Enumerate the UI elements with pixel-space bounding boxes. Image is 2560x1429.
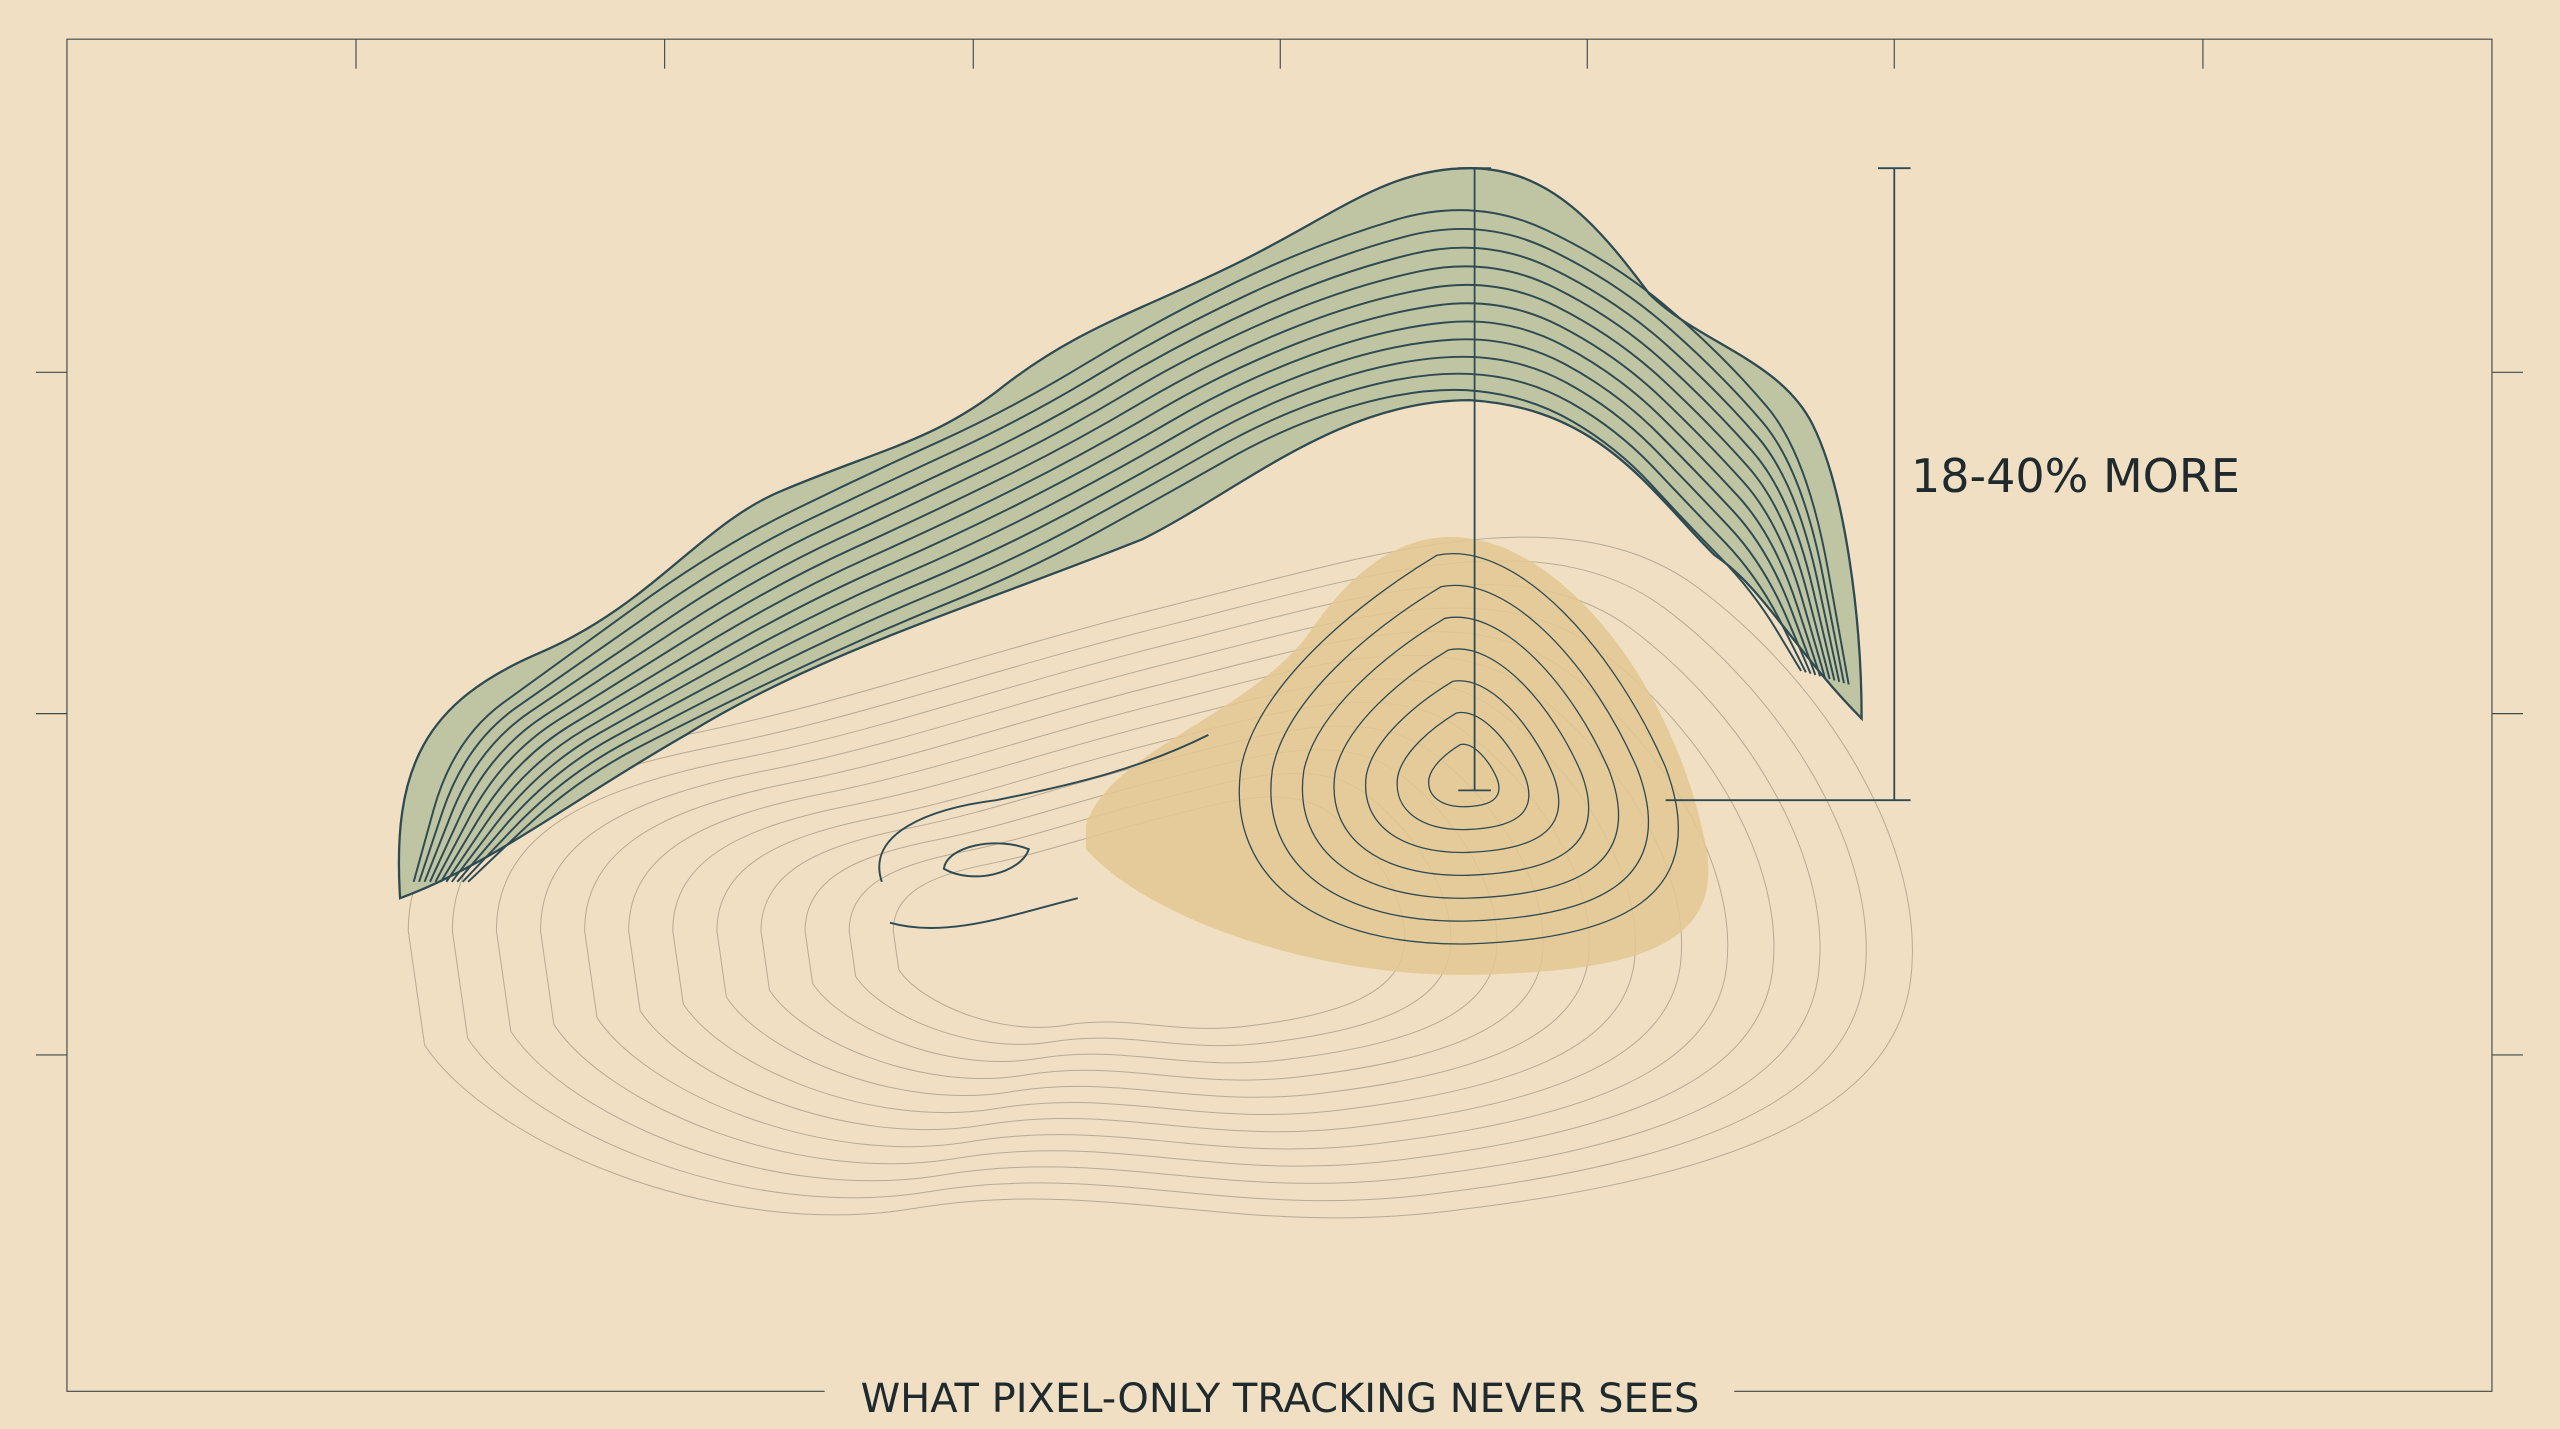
ridge-contour	[467, 388, 1803, 883]
frame	[35, 38, 2523, 1392]
annotation-label: 18-40% MORE	[1911, 449, 2240, 503]
outer-contour	[541, 608, 1774, 1166]
outer-contour	[585, 632, 1728, 1149]
core-contour	[1366, 681, 1559, 853]
core-contour	[1239, 554, 1678, 944]
caption: WHAT PIXEL-ONLY TRACKING NEVER SEES	[861, 1376, 1700, 1422]
ridge-contour	[451, 338, 1817, 883]
core-contour	[1302, 617, 1618, 898]
ridge-contours	[412, 209, 1850, 883]
ridge-contour	[445, 320, 1822, 883]
ridge	[397, 167, 1863, 900]
ridge-contour	[429, 265, 1836, 883]
contour-map	[397, 167, 1912, 1218]
outer-contour	[452, 561, 1866, 1201]
ridge-contour	[440, 302, 1826, 883]
ridge-contour	[418, 227, 1845, 883]
outer-contour	[496, 584, 1820, 1183]
core-contour	[1397, 712, 1529, 829]
core-contour	[1429, 744, 1499, 806]
core-contour	[1271, 585, 1649, 921]
measure	[1458, 167, 1911, 802]
small-contours	[878, 733, 1209, 929]
ridge-contour	[412, 209, 1850, 883]
ridge-contour	[434, 283, 1831, 883]
outer-contour	[408, 537, 1912, 1218]
basin	[1085, 536, 1709, 975]
ridge-contour	[423, 246, 1841, 883]
core-contour	[1334, 649, 1589, 875]
core-contours	[1239, 554, 1678, 944]
ridge-contour	[456, 355, 1812, 883]
ridge-contour	[461, 372, 1807, 883]
